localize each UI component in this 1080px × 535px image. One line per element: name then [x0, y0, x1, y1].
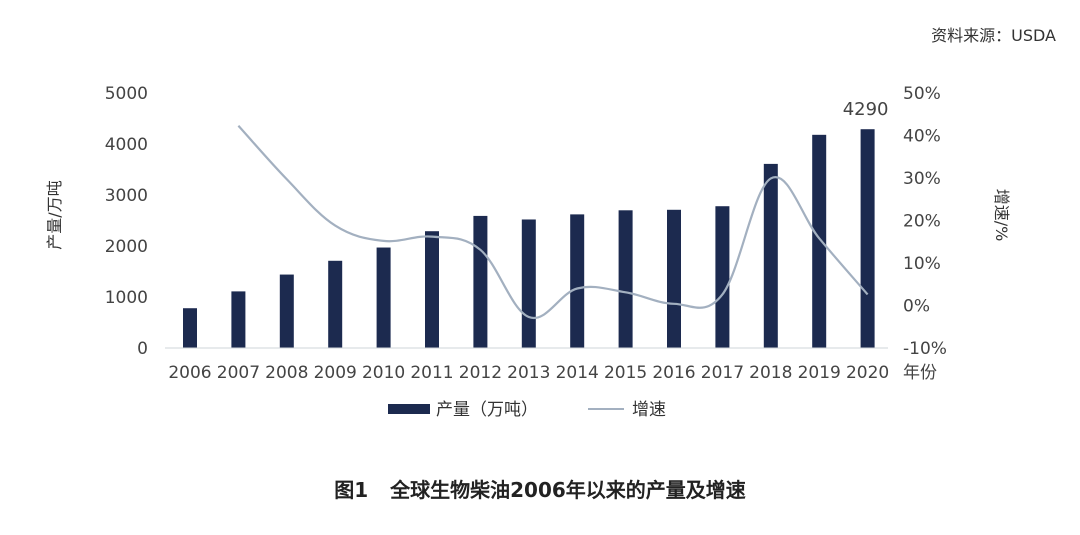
y-right-tick-label: 10% [903, 254, 941, 274]
x-axis: 2006 2007 2008 2009 2010 2011 2012 2013 2014 2015… [165, 347, 889, 383]
legend-bar-label: 产量（万吨） [436, 400, 538, 420]
figure-caption: 图1 全球生物柴油2006年以来的产量及增速 [0, 474, 1080, 503]
x-tick-label: 2010 [362, 363, 405, 383]
legend: 产量（万吨） 增速 [388, 400, 666, 420]
y-right-tick-label: 50% [903, 84, 941, 104]
x-tick-label: 2011 [410, 363, 453, 383]
bar-2016 [667, 209, 681, 348]
x-tick-label: 2012 [459, 363, 502, 383]
x-tick-label: 2008 [265, 363, 308, 383]
x-tick-label: 2019 [798, 363, 841, 383]
legend-bar-swatch [388, 404, 430, 414]
y-right-tick-label: 0% [903, 297, 930, 317]
y-tick-label: 3000 [105, 186, 148, 206]
left-y-axis: 0 1000 2000 3000 4000 5000 [105, 84, 148, 359]
y-right-tick-label: 30% [903, 169, 941, 189]
bar-2014 [570, 214, 585, 348]
annotations: 4290 [843, 99, 889, 120]
bar-2009 [328, 260, 343, 348]
bars [183, 129, 875, 348]
bar-2017 [715, 206, 730, 348]
bar-2011 [425, 231, 439, 348]
y-right-tick-label: -10% [903, 339, 947, 359]
figure-number: 图1 [334, 478, 369, 502]
chart: 0 1000 2000 3000 4000 5000 -10% 0% 10% 20% 30% 40%… [45, 84, 1011, 420]
y-right-tick-label: 20% [903, 212, 941, 232]
bar-2019 [812, 134, 827, 348]
bar-2007 [231, 291, 246, 348]
bar-2010 [376, 247, 391, 348]
x-axis-label: 年份 [903, 363, 937, 383]
y-tick-label: 4000 [105, 135, 148, 155]
x-tick-label: 2020 [846, 363, 889, 383]
y-axis-label-right: 增速/% [992, 189, 1011, 242]
x-tick-label: 2007 [217, 363, 260, 383]
legend-line-label: 增速 [632, 400, 666, 420]
bar-2013 [521, 219, 536, 348]
bar-2015 [618, 210, 633, 348]
y-tick-label: 5000 [105, 84, 148, 104]
x-tick-label: 2018 [749, 363, 792, 383]
right-y-axis: -10% 0% 10% 20% 30% 40% 50% [903, 84, 947, 359]
y-tick-label: 2000 [105, 237, 148, 257]
figure-title: 全球生物柴油2006年以来的产量及增速 [390, 478, 746, 502]
bar-2006 [183, 308, 197, 348]
y-tick-label: 0 [137, 339, 148, 359]
y-right-tick-label: 40% [903, 127, 941, 147]
x-tick-label: 2013 [507, 363, 550, 383]
y-tick-label: 1000 [105, 288, 148, 308]
x-tick-label: 2006 [168, 363, 211, 383]
x-tick-label: 2017 [701, 363, 744, 383]
x-tick-label: 2015 [604, 363, 647, 383]
x-tick-label: 2009 [314, 363, 357, 383]
growth-line [237, 124, 869, 320]
source-note: 资料来源：USDA [931, 26, 1056, 45]
y-axis-label: 产量/万吨 [45, 180, 64, 249]
bar-2012 [473, 215, 488, 348]
x-tick-label: 2016 [652, 363, 695, 383]
bar-2020 [860, 129, 875, 348]
bar-2018 [763, 163, 778, 348]
data-label: 4290 [843, 99, 889, 120]
x-tick-label: 2014 [556, 363, 599, 383]
bar-2008 [279, 274, 294, 348]
